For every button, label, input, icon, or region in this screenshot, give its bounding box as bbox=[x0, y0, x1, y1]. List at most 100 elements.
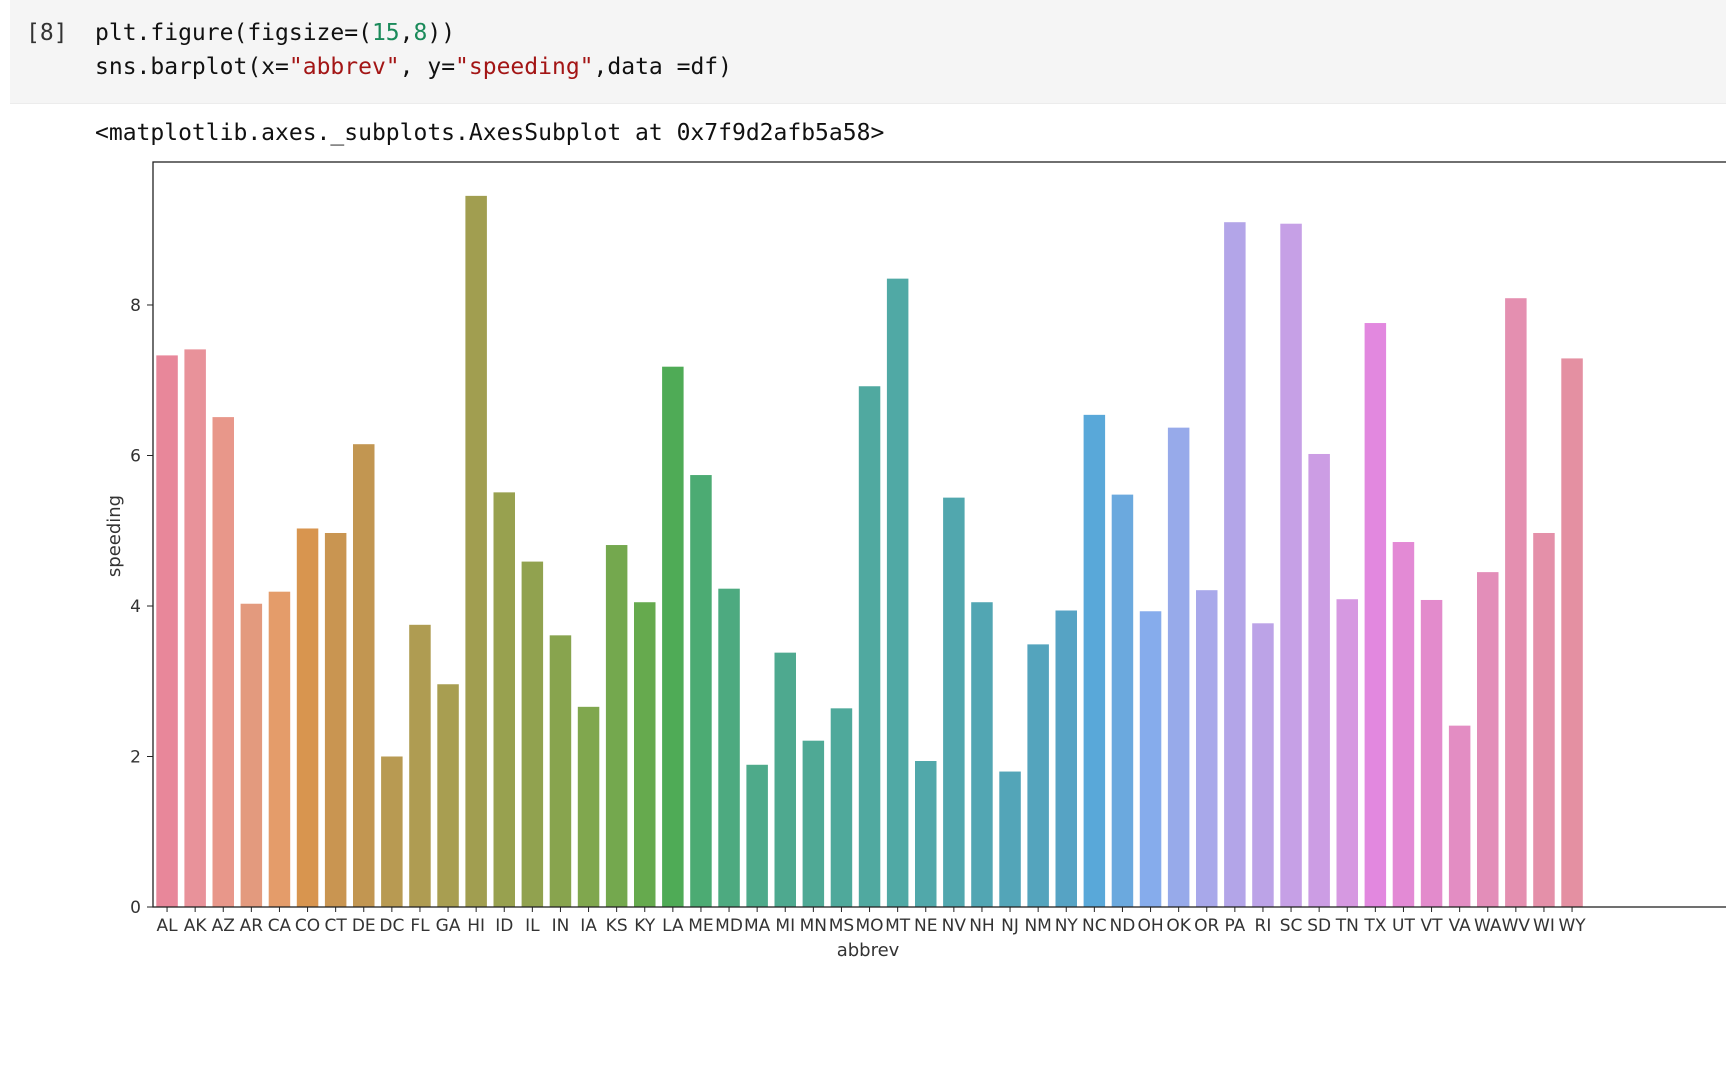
bar-nd bbox=[1111, 494, 1134, 907]
bar-in bbox=[549, 635, 572, 907]
y-tick-label: 0 bbox=[130, 898, 141, 918]
bar-de bbox=[353, 444, 375, 907]
x-tick-label: CA bbox=[268, 916, 292, 936]
code-token: , bbox=[399, 20, 414, 46]
x-tick-label: OR bbox=[1194, 916, 1219, 936]
x-tick-label: MT bbox=[885, 916, 911, 936]
bar-oh bbox=[1139, 611, 1162, 907]
x-tick-label: NC bbox=[1082, 916, 1107, 936]
x-tick-label: AZ bbox=[212, 916, 235, 936]
bar-or bbox=[1196, 590, 1218, 907]
bar-tn bbox=[1336, 599, 1358, 907]
x-tick-label: WI bbox=[1533, 916, 1555, 936]
x-tick-label: NJ bbox=[1001, 916, 1019, 936]
bar-vt bbox=[1420, 599, 1443, 907]
code-token: plt.figure(figsize=( bbox=[95, 20, 372, 46]
x-tick-label: NM bbox=[1024, 916, 1051, 936]
bar-la bbox=[662, 366, 684, 907]
x-tick-label: FL bbox=[410, 916, 430, 936]
bar-nv bbox=[943, 497, 965, 907]
x-tick-label: MS bbox=[829, 916, 854, 936]
bar-ne bbox=[915, 761, 937, 907]
bar-nm bbox=[1027, 644, 1049, 907]
bar-sd bbox=[1308, 453, 1330, 907]
x-tick-label: ND bbox=[1110, 916, 1136, 936]
y-axis-label: speeding bbox=[104, 495, 125, 577]
x-tick-label: CO bbox=[295, 916, 320, 936]
bar-ok bbox=[1167, 427, 1190, 907]
x-tick-label: RI bbox=[1255, 916, 1272, 936]
bar-az bbox=[212, 417, 234, 907]
code-cell[interactable] bbox=[10, 0, 1726, 104]
bar-mi bbox=[774, 652, 796, 907]
x-tick-label: VA bbox=[1449, 916, 1472, 936]
code-line-2[interactable]: sns.barplot(x="abbrev", y="speeding",dat… bbox=[95, 54, 732, 80]
code-line-1[interactable]: plt.figure(figsize=(15,8)) bbox=[95, 20, 455, 46]
bar-mn bbox=[802, 740, 825, 907]
cell-output-text: <matplotlib.axes._subplots.AxesSubplot a… bbox=[95, 120, 885, 146]
bar-ak bbox=[184, 349, 206, 907]
code-token: ,data =df) bbox=[593, 54, 733, 80]
y-tick-label: 6 bbox=[130, 446, 141, 466]
bar-ri bbox=[1252, 623, 1274, 907]
bar-ks bbox=[605, 545, 628, 907]
x-tick-label: MO bbox=[856, 916, 884, 936]
x-tick-label: OH bbox=[1137, 916, 1163, 936]
x-tick-label: AK bbox=[184, 916, 208, 936]
x-tick-label: GA bbox=[436, 916, 461, 936]
bars-group bbox=[156, 195, 1583, 908]
x-tick-label: VT bbox=[1421, 916, 1444, 936]
code-string: "speeding" bbox=[455, 54, 594, 80]
x-tick-label: SC bbox=[1280, 916, 1303, 936]
bar-ma bbox=[746, 764, 768, 907]
x-tick-label: NY bbox=[1055, 916, 1079, 936]
bar-ms bbox=[830, 708, 853, 907]
code-number: 15 bbox=[371, 20, 400, 46]
bar-dc bbox=[381, 756, 403, 907]
x-tick-label: AL bbox=[156, 916, 178, 936]
x-tick-label: IL bbox=[525, 916, 540, 936]
x-tick-label: TX bbox=[1363, 916, 1386, 936]
x-ticks-group: AL AK AZ AR CA CO CT DE DC FL GA HI ID IL IN IA KS KY LA ME… bbox=[156, 907, 1586, 936]
x-tick-label: LA bbox=[662, 916, 684, 936]
x-tick-label: DC bbox=[379, 916, 404, 936]
x-tick-label: OK bbox=[1166, 916, 1191, 936]
bar-va bbox=[1448, 725, 1471, 907]
bar-wi bbox=[1533, 532, 1555, 907]
bar-fl bbox=[409, 624, 431, 907]
bar-nc bbox=[1083, 414, 1106, 907]
bar-wy bbox=[1561, 358, 1583, 908]
bar-md bbox=[718, 588, 740, 907]
x-tick-label: WA bbox=[1474, 916, 1502, 936]
x-axis-label: abbrev bbox=[837, 940, 900, 961]
x-tick-label: SD bbox=[1307, 916, 1331, 936]
bar-ny bbox=[1055, 610, 1077, 907]
x-tick-label: MA bbox=[744, 916, 771, 936]
code-string: "abbrev" bbox=[288, 54, 400, 80]
x-tick-label: UT bbox=[1392, 916, 1415, 936]
x-tick-label: NH bbox=[969, 916, 995, 936]
x-tick-label: NE bbox=[914, 916, 937, 936]
bar-mt bbox=[886, 278, 909, 907]
plot-frame bbox=[152, 161, 1726, 908]
x-tick-label: KY bbox=[634, 916, 656, 936]
bar-al bbox=[156, 355, 178, 907]
x-tick-label: IA bbox=[580, 916, 597, 936]
bar-ky bbox=[634, 602, 656, 907]
x-tick-label: DE bbox=[352, 916, 376, 936]
bar-nj bbox=[999, 771, 1021, 907]
bar-ut bbox=[1392, 542, 1415, 907]
bar-me bbox=[690, 475, 712, 907]
bar-wa bbox=[1477, 572, 1499, 907]
y-ticks-group: 0 2 4 6 8 bbox=[130, 296, 153, 918]
x-tick-label: WY bbox=[1558, 916, 1586, 936]
code-token: sns.barplot(x= bbox=[95, 54, 289, 80]
code-token: , y= bbox=[399, 54, 456, 80]
x-tick-label: CT bbox=[325, 916, 348, 936]
x-tick-label: HI bbox=[467, 916, 485, 936]
bar-pa bbox=[1224, 222, 1246, 907]
bar-ct bbox=[324, 532, 347, 907]
x-tick-label: ME bbox=[688, 916, 713, 936]
bar-ga bbox=[437, 684, 459, 907]
cell-prompt: [8] bbox=[26, 20, 68, 46]
